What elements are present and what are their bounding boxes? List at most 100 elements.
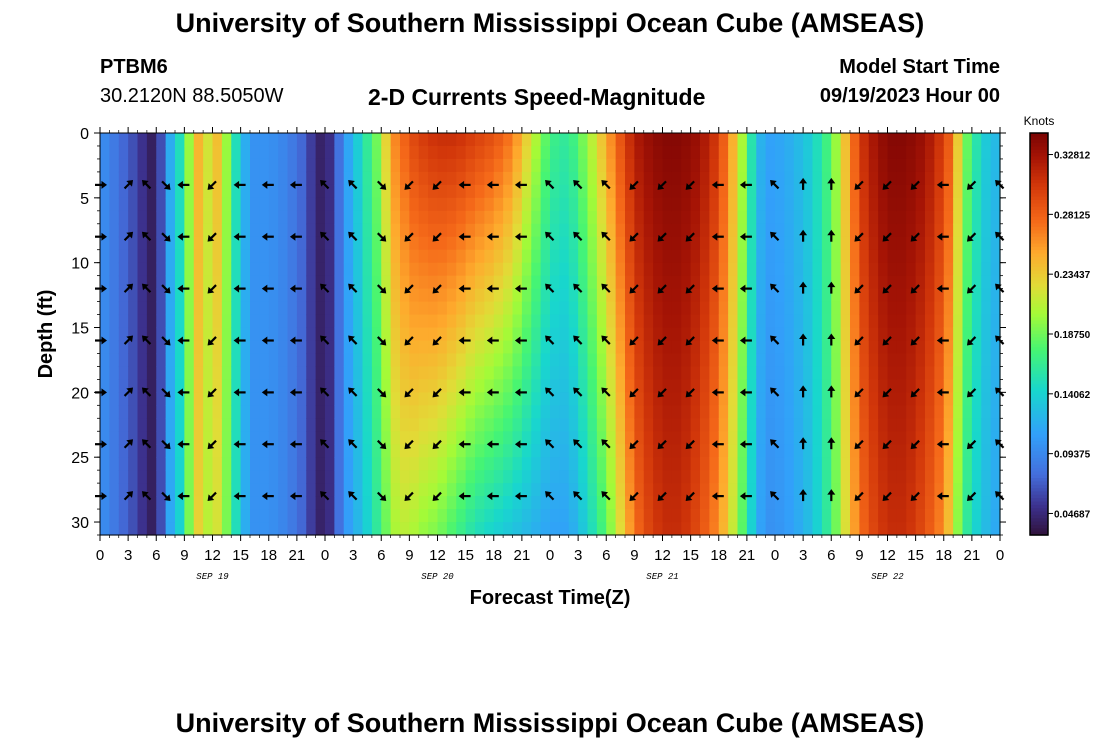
heatmap-cell xyxy=(578,353,589,368)
heatmap-cell xyxy=(306,470,317,484)
heatmap-cell xyxy=(381,197,392,212)
heatmap-cell xyxy=(568,210,579,225)
heatmap xyxy=(100,133,1001,536)
heatmap-cell xyxy=(512,431,523,445)
heatmap-cell xyxy=(596,353,607,368)
heatmap-cell xyxy=(231,470,242,484)
heatmap-cell xyxy=(756,210,767,225)
heatmap-cell xyxy=(831,171,842,186)
heatmap-cell xyxy=(990,184,1001,199)
current-arrow xyxy=(404,439,414,450)
heatmap-cell xyxy=(821,171,832,186)
heatmap-cell xyxy=(784,301,795,316)
heatmap-cell xyxy=(531,418,542,432)
heatmap-cell xyxy=(906,353,917,368)
current-arrow xyxy=(348,387,358,397)
heatmap-cell xyxy=(700,249,710,264)
heatmap-cell xyxy=(118,483,129,497)
heatmap-cell xyxy=(353,353,364,368)
heatmap-cell xyxy=(681,418,692,432)
heatmap-cell xyxy=(428,236,439,251)
heatmap-cell xyxy=(943,327,954,342)
heatmap-cell xyxy=(550,431,560,445)
heatmap-cell xyxy=(184,405,195,419)
heatmap-cell xyxy=(653,340,664,355)
heatmap-cell xyxy=(118,405,129,419)
heatmap-cell xyxy=(700,470,710,484)
heatmap-cell xyxy=(812,522,823,536)
heatmap-cell xyxy=(568,288,579,303)
heatmap-cell xyxy=(418,158,429,173)
heatmap-cell xyxy=(943,418,954,432)
heatmap-cell xyxy=(296,210,307,225)
heatmap-cell xyxy=(437,431,448,445)
heatmap-cell xyxy=(175,236,185,251)
heatmap-cell xyxy=(756,392,767,406)
heatmap-cell xyxy=(418,197,429,212)
heatmap-cell xyxy=(793,405,804,419)
heatmap-cell xyxy=(709,301,720,316)
x-tick-label: 15 xyxy=(232,547,249,564)
heatmap-cell xyxy=(737,457,748,471)
colorbar-segment xyxy=(1030,277,1048,281)
heatmap-cell xyxy=(540,431,551,445)
heatmap-cell xyxy=(643,340,654,355)
heatmap-cell xyxy=(681,288,692,303)
heatmap-cell xyxy=(878,418,889,432)
heatmap-cell xyxy=(512,340,523,355)
heatmap-cell xyxy=(990,275,1001,290)
heatmap-cell xyxy=(765,405,776,419)
heatmap-cell xyxy=(231,158,242,173)
heatmap-cell xyxy=(634,249,645,264)
current-arrow xyxy=(177,336,190,345)
heatmap-cell xyxy=(821,223,832,238)
heatmap-cell xyxy=(146,470,157,484)
heatmap-cell xyxy=(559,444,570,458)
current-arrow xyxy=(854,232,864,242)
heatmap-cell xyxy=(109,236,120,251)
heatmap-cell xyxy=(212,470,223,484)
heatmap-cell xyxy=(193,431,204,445)
x-tick-label: 6 xyxy=(152,547,160,564)
heatmap-cell xyxy=(484,262,495,277)
x-tick-label: 3 xyxy=(799,547,807,564)
heatmap-cell xyxy=(775,522,785,536)
heatmap-cell xyxy=(231,379,242,393)
heatmap-cell xyxy=(381,353,392,368)
heatmap-cell xyxy=(559,457,570,471)
heatmap-cell xyxy=(137,340,148,355)
heatmap-cell xyxy=(390,314,401,329)
heatmap-cell xyxy=(334,197,345,212)
heatmap-cell xyxy=(821,288,832,303)
heatmap-cell xyxy=(934,249,945,264)
heatmap-cell xyxy=(887,327,898,342)
heatmap-cell xyxy=(971,457,982,471)
heatmap-cell xyxy=(821,275,832,290)
heatmap-cell xyxy=(240,301,251,316)
heatmap-cell xyxy=(118,133,129,147)
heatmap-cell xyxy=(109,483,120,497)
heatmap-cell xyxy=(934,158,945,173)
heatmap-cell xyxy=(878,249,889,264)
heatmap-cell xyxy=(371,197,382,212)
heatmap-cell xyxy=(868,522,879,536)
heatmap-cell xyxy=(615,275,626,290)
heatmap-cell xyxy=(343,171,354,186)
heatmap-cell xyxy=(765,496,776,510)
heatmap-cell xyxy=(925,483,935,497)
heatmap-cell xyxy=(578,418,589,432)
heatmap-cell xyxy=(906,158,917,173)
heatmap-cell xyxy=(784,353,795,368)
heatmap-cell xyxy=(765,327,776,342)
heatmap-cell xyxy=(737,236,748,251)
heatmap-cell xyxy=(606,158,617,173)
heatmap-cell xyxy=(503,288,514,303)
heatmap-cell xyxy=(831,301,842,316)
colorbar-segment xyxy=(1030,457,1048,462)
heatmap-cell xyxy=(634,223,645,238)
heatmap-cell xyxy=(550,171,560,186)
heatmap-cell xyxy=(325,184,335,199)
heatmap-cell xyxy=(990,171,1001,186)
current-arrow xyxy=(289,284,302,293)
